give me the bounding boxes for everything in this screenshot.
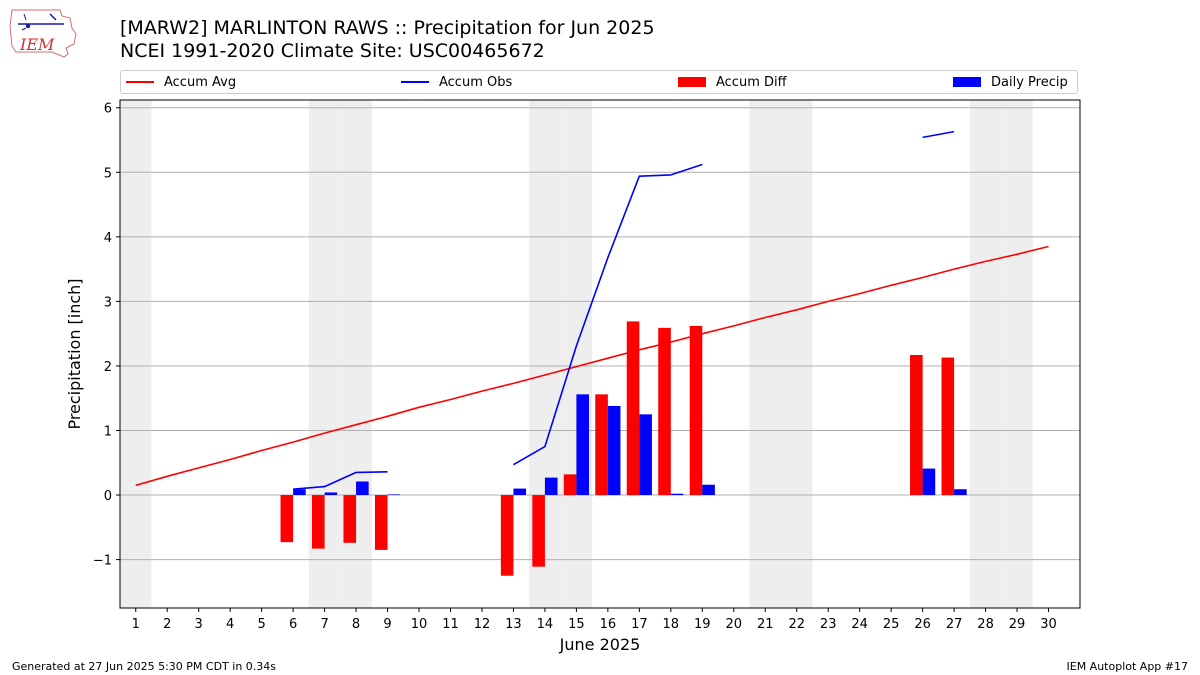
accum-diff-bar-day-6 <box>280 495 294 543</box>
x-tick-label-7: 7 <box>320 617 328 632</box>
daily-precip-bar-day-26 <box>922 468 936 496</box>
accum-obs-line-segment-1 <box>513 163 703 466</box>
daily-precip-bar-day-18 <box>670 493 684 496</box>
x-tick-label-12: 12 <box>474 617 491 632</box>
legend-item-accum-avg: Accum Avg <box>126 71 236 93</box>
y-axis-label: Precipitation [inch] <box>65 278 84 429</box>
x-tick-label-8: 8 <box>352 617 360 632</box>
x-tick-label-25: 25 <box>883 617 900 632</box>
x-tick-label-5: 5 <box>257 617 265 632</box>
daily-precip-bar-day-9 <box>387 494 401 496</box>
accum-diff-bar-day-13 <box>500 495 514 576</box>
accum-diff-bar-day-17 <box>626 321 640 496</box>
legend-swatch-daily-precip <box>953 77 981 87</box>
accum-diff-bar-day-8 <box>343 495 357 543</box>
x-tick-label-21: 21 <box>757 617 774 632</box>
y-tick-label-3: 3 <box>104 295 112 310</box>
legend-swatch-accum-obs <box>401 81 429 83</box>
daily-precip-bar-day-17 <box>639 414 652 496</box>
y-tick-label-0: 0 <box>104 489 112 504</box>
x-tick-label-27: 27 <box>946 617 963 632</box>
daily-precip-bar-day-8 <box>356 481 369 496</box>
x-tick-label-30: 30 <box>1040 617 1057 632</box>
accum-diff-bar-day-16 <box>595 394 608 496</box>
x-tick-label-16: 16 <box>600 617 617 632</box>
logo-text: IEM <box>19 35 55 54</box>
x-tick-label-29: 29 <box>1009 617 1026 632</box>
legend-item-accum-diff: Accum Diff <box>678 71 787 93</box>
accum-diff-bar-day-26 <box>910 354 923 496</box>
x-tick-label-19: 19 <box>694 617 711 632</box>
y-tick-label-2: 2 <box>104 360 112 375</box>
daily-precip-bar-day-27 <box>954 489 967 496</box>
weekend-band-day-21 <box>749 100 781 608</box>
daily-precip-bar-day-15 <box>576 394 589 496</box>
x-tick-label-22: 22 <box>788 617 805 632</box>
x-tick-label-11: 11 <box>442 617 459 632</box>
accum-obs-line-segment-0 <box>293 471 388 490</box>
x-tick-label-23: 23 <box>820 617 837 632</box>
legend-item-daily-precip: Daily Precip <box>953 71 1068 93</box>
legend-label-accum-avg: Accum Avg <box>164 74 237 90</box>
x-tick-label-20: 20 <box>725 617 742 632</box>
x-tick-label-28: 28 <box>977 617 994 632</box>
accum-diff-bar-day-18 <box>658 327 671 496</box>
x-tick-label-15: 15 <box>568 617 585 632</box>
accum-obs-line-segment-2 <box>922 130 955 139</box>
x-tick-label-10: 10 <box>411 617 428 632</box>
weekend-band-day-15 <box>560 100 593 608</box>
plot-frame <box>119 99 1081 609</box>
y-tick-label-6: 6 <box>104 102 112 117</box>
daily-precip-bar-day-16 <box>607 405 621 496</box>
legend: Accum Avg Accum Obs Accum Diff Daily Pre… <box>120 70 1078 94</box>
x-tick-label-14: 14 <box>537 617 554 632</box>
x-tick-label-24: 24 <box>851 617 868 632</box>
chart-subtitle: NCEI 1991-2020 Climate Site: USC00465672 <box>120 40 545 62</box>
x-tick-label-13: 13 <box>505 617 522 632</box>
legend-label-daily-precip: Daily Precip <box>991 74 1068 90</box>
legend-swatch-accum-diff <box>678 77 706 87</box>
daily-precip-bar-day-6 <box>293 489 306 496</box>
weekend-band-day-22 <box>780 100 813 608</box>
app-credit: IEM Autoplot App #17 <box>1066 660 1189 673</box>
daily-precip-bar-day-7 <box>324 492 338 496</box>
y-tick-label-1: 1 <box>104 424 112 439</box>
accum-diff-bar-day-14 <box>532 495 545 567</box>
x-tick-label-4: 4 <box>226 617 234 632</box>
x-tick-label-1: 1 <box>132 617 140 632</box>
y-tick-label-4: 4 <box>104 231 112 246</box>
x-tick-label-26: 26 <box>914 617 931 632</box>
x-tick-label-17: 17 <box>631 617 648 632</box>
x-tick-label-2: 2 <box>163 617 171 632</box>
daily-precip-bar-day-14 <box>544 477 558 496</box>
legend-item-accum-obs: Accum Obs <box>401 71 512 93</box>
weekend-band-day-28 <box>969 100 1002 608</box>
accum-diff-bar-day-7 <box>312 495 325 549</box>
accum-diff-bar-day-19 <box>689 325 703 496</box>
accum-diff-bar-day-15 <box>563 474 577 496</box>
x-axis-label: June 2025 <box>559 635 641 654</box>
weekend-band-day-1 <box>120 100 152 608</box>
legend-label-accum-obs: Accum Obs <box>439 74 513 90</box>
legend-label-accum-diff: Accum Diff <box>716 74 787 90</box>
x-tick-label-3: 3 <box>195 617 203 632</box>
daily-precip-bar-day-13 <box>513 488 527 496</box>
x-tick-label-18: 18 <box>663 617 680 632</box>
iem-logo: IEM <box>9 9 77 58</box>
chart-title: [MARW2] MARLINTON RAWS :: Precipitation … <box>120 17 655 39</box>
y-tick-label-5: 5 <box>104 166 112 181</box>
accum-diff-bar-day-9 <box>374 495 388 550</box>
accum-diff-bar-day-27 <box>941 357 955 496</box>
x-tick-label-9: 9 <box>383 617 391 632</box>
daily-precip-bar-day-19 <box>702 484 715 496</box>
y-tick-label--1: −1 <box>93 554 112 569</box>
accum-avg-line-segment-0 <box>135 245 1049 487</box>
legend-swatch-accum-avg <box>126 81 154 83</box>
generated-timestamp: Generated at 27 Jun 2025 5:30 PM CDT in … <box>12 660 277 673</box>
x-tick-label-6: 6 <box>289 617 297 632</box>
weekend-band-day-29 <box>1001 100 1033 608</box>
